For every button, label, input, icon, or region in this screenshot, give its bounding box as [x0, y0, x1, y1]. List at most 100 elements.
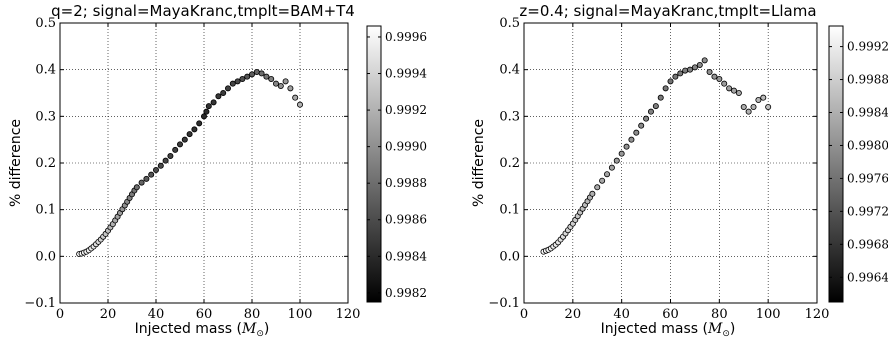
data-point — [200, 113, 207, 120]
x-tick-label: 100 — [756, 307, 781, 322]
data-point — [604, 171, 611, 178]
data-point — [687, 66, 694, 73]
colorbar-tick-label: 0.9988 — [385, 176, 427, 190]
chart-title: z=0.4; signal=MayaKranc,tmplt=Llama — [519, 2, 816, 20]
x-tick-label: 120 — [336, 307, 361, 322]
y-tick-label: 0.5 — [499, 16, 520, 31]
x-tick-label: 80 — [244, 307, 261, 322]
x-tick-label: 80 — [711, 307, 728, 322]
data-point — [647, 108, 654, 115]
y-tick-label: −0.1 — [24, 296, 56, 311]
data-point — [162, 157, 169, 164]
y-tick-label: 0.2 — [35, 156, 56, 171]
data-point — [716, 76, 723, 83]
data-point — [608, 164, 615, 171]
y-axis-label: % difference — [471, 119, 487, 207]
x-tick-label: 40 — [148, 307, 165, 322]
data-point — [296, 101, 303, 108]
chart-panel-left: q=2; signal=MayaKranc,tmplt=BAM+T4 0 20 40… — [8, 2, 427, 339]
data-point — [186, 131, 193, 138]
y-tick-label: 0.4 — [499, 63, 520, 78]
data-point — [272, 80, 279, 87]
data-point — [196, 120, 203, 127]
data-point — [224, 85, 231, 92]
x-axis-label-subscript: ⊙ — [256, 329, 264, 339]
colorbar-ticks: 0.9982 0.9984 0.9986 0.9988 0.9990 0.9992 0.99… — [367, 30, 427, 300]
colorbar-tick-label: 0.9968 — [847, 237, 888, 251]
colorbar-tick-label: 0.9992 — [847, 40, 888, 54]
colorbar: 0.9982 0.9984 0.9986 0.9988 0.9990 0.9992 0.99… — [366, 25, 427, 303]
colorbar-tick-label: 0.9988 — [847, 73, 888, 87]
scatter-points — [76, 69, 303, 257]
data-point — [643, 115, 650, 122]
data-point — [234, 78, 241, 85]
x-axis-label: Injected mass (M⊙) — [135, 321, 270, 339]
data-point — [677, 70, 684, 77]
data-point — [735, 90, 742, 97]
data-point — [750, 104, 757, 111]
data-point — [220, 90, 227, 97]
colorbar-tick-label: 0.9980 — [847, 138, 888, 152]
data-point — [138, 179, 145, 186]
data-point — [628, 136, 635, 143]
data-point — [594, 184, 601, 191]
colorbar-tick-label: 0.9982 — [385, 286, 427, 300]
data-point — [292, 94, 299, 101]
x-tick-label: 60 — [196, 307, 213, 322]
data-point — [176, 141, 183, 148]
x-tick-label: 40 — [613, 307, 630, 322]
data-point — [229, 80, 236, 87]
colorbar-tick-label: 0.9972 — [847, 204, 888, 218]
colorbar-tick-label: 0.9976 — [847, 171, 888, 185]
y-tick-label: 0.0 — [499, 249, 520, 264]
colorbar-tick-label: 0.9964 — [847, 270, 888, 284]
data-point — [701, 57, 708, 64]
data-point — [696, 62, 703, 69]
data-point — [205, 103, 212, 110]
colorbar-gradient — [366, 25, 382, 303]
data-point — [210, 99, 217, 106]
data-point — [657, 94, 664, 101]
data-point — [253, 69, 260, 76]
colorbar-tick-label: 0.9986 — [385, 213, 427, 227]
y-tick-labels: −0.1 0.0 0.1 0.2 0.3 0.4 0.5 — [488, 16, 520, 311]
data-point — [618, 150, 625, 157]
y-tick-label: 0.3 — [35, 109, 56, 124]
y-tick-label: 0.3 — [499, 109, 520, 124]
data-point — [711, 73, 718, 80]
colorbar: 0.9964 0.9968 0.9972 0.9976 0.9980 0.9984 0.99… — [828, 25, 888, 303]
x-axis-label-text: Injected mass ( — [135, 321, 242, 337]
data-point — [589, 190, 596, 197]
data-point — [248, 71, 255, 78]
data-point — [706, 69, 713, 76]
colorbar-tick-label: 0.9984 — [385, 249, 427, 263]
data-point — [638, 122, 645, 129]
data-point — [143, 175, 150, 182]
colorbar-tick-label: 0.9992 — [385, 103, 427, 117]
data-point — [745, 108, 752, 115]
y-tick-label: 0.1 — [35, 203, 56, 218]
chart-panel-right: z=0.4; signal=MayaKranc,tmplt=Llama 0 20 4… — [471, 2, 888, 339]
x-axis-label-symbol: M — [707, 321, 723, 337]
y-tick-label: 0.4 — [35, 63, 56, 78]
y-tick-label: 0.1 — [499, 203, 520, 218]
x-axis-label-symbol: M — [241, 321, 257, 337]
data-point — [755, 97, 762, 104]
y-tick-label: 0.5 — [35, 16, 56, 31]
y-tick-labels: −0.1 0.0 0.1 0.2 0.3 0.4 0.5 — [24, 16, 56, 311]
data-point — [599, 177, 606, 184]
data-point — [244, 73, 251, 80]
data-point — [203, 108, 210, 115]
data-point — [667, 78, 674, 85]
data-point — [239, 76, 246, 83]
colorbar-tick-label: 0.9984 — [847, 106, 888, 120]
data-point — [691, 64, 698, 71]
data-point — [652, 103, 659, 110]
x-tick-label: 20 — [565, 307, 582, 322]
scatter-points — [540, 57, 772, 255]
data-point — [765, 104, 772, 111]
data-point — [721, 80, 728, 87]
x-tick-labels: 0 20 40 60 80 100 120 — [56, 307, 361, 322]
data-point — [282, 78, 289, 85]
